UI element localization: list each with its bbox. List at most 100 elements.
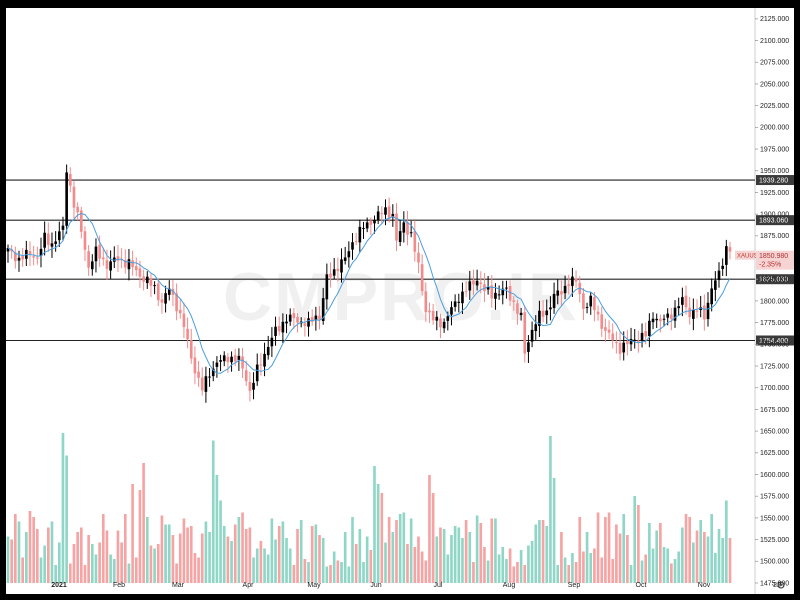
price-tick-label: 1475.000 xyxy=(760,580,789,587)
candle xyxy=(255,353,259,386)
candle-body xyxy=(629,338,633,345)
candle xyxy=(472,269,475,296)
candle xyxy=(142,269,145,291)
volume-bar xyxy=(681,527,684,583)
candle-body xyxy=(354,241,358,243)
candle-body xyxy=(175,293,178,312)
candle-body xyxy=(270,337,274,347)
candle xyxy=(318,306,321,330)
volume-bar xyxy=(369,550,373,583)
candle-body xyxy=(164,293,167,304)
candle-body xyxy=(607,329,611,333)
volume-bar xyxy=(538,520,541,583)
volume-bar xyxy=(142,463,145,583)
volume-bar xyxy=(46,527,50,583)
candle-body xyxy=(486,286,490,290)
candle-body xyxy=(171,288,175,296)
candle xyxy=(369,217,373,235)
candle xyxy=(417,242,420,274)
candle-body xyxy=(219,360,222,362)
candle xyxy=(329,262,332,288)
volume-bar xyxy=(98,542,101,583)
candle xyxy=(296,313,299,333)
volume-bar xyxy=(387,517,391,583)
chart-area[interactable]: CMPRO.IR 1939.280 1893.060 1825.030 1754.40… xyxy=(6,8,794,594)
price-axis[interactable]: 1475.000 1500.000 1525.000 1550.000 1575.000… xyxy=(755,16,789,587)
volume-bar xyxy=(578,517,582,583)
candle xyxy=(552,282,556,314)
volume-bar xyxy=(516,562,519,583)
candle xyxy=(94,238,98,273)
candle-body xyxy=(296,316,299,323)
candle-body xyxy=(94,246,98,262)
candle-body xyxy=(585,307,589,309)
candle xyxy=(237,348,241,371)
candle xyxy=(332,258,336,280)
candle-body xyxy=(61,225,65,230)
candle-body xyxy=(87,251,90,268)
candle-body xyxy=(373,220,376,224)
price-tick-label: 1800.000 xyxy=(760,298,789,305)
candle xyxy=(310,309,314,326)
candle-body xyxy=(292,313,296,319)
candle xyxy=(292,307,296,329)
candle-body xyxy=(530,329,534,342)
volume-bar xyxy=(644,554,648,583)
candle xyxy=(538,300,541,338)
candle-body xyxy=(391,213,395,217)
candle-body xyxy=(318,315,321,320)
candle-body xyxy=(461,291,464,304)
volume-bar xyxy=(76,532,79,583)
volume-bar xyxy=(417,536,420,583)
candle xyxy=(420,254,424,296)
candle-body xyxy=(472,280,475,285)
candle xyxy=(450,301,453,326)
candle xyxy=(248,371,252,402)
candle xyxy=(710,278,713,312)
volume-bar xyxy=(340,562,343,583)
candle-body xyxy=(145,276,149,284)
candle xyxy=(662,314,666,327)
candle xyxy=(50,232,54,258)
candle xyxy=(274,316,277,346)
price-tick-label: 1875.000 xyxy=(760,233,789,240)
volume-bar xyxy=(123,514,127,583)
time-axis[interactable]: 2021 Feb Mar Apr May Jun Jul Aug Sep Oct Nov 22 xyxy=(51,582,781,589)
candle xyxy=(534,315,538,340)
volume-bar xyxy=(571,553,574,583)
candle-body xyxy=(468,281,472,291)
last-price-tag xyxy=(756,250,794,270)
volume-bar xyxy=(472,562,475,583)
candle-body xyxy=(706,302,710,320)
candles xyxy=(6,164,732,403)
candle-body xyxy=(417,252,420,263)
xauusd-candlestick-chart[interactable]: CMPRO.IR 1939.2801893.0601825.0301754.40… xyxy=(6,8,794,594)
candle-body xyxy=(424,291,428,313)
candle-body xyxy=(574,278,578,282)
time-axis-label: Oct xyxy=(636,582,647,589)
volume-bar xyxy=(6,536,10,583)
candle-body xyxy=(259,364,263,366)
volume-bar xyxy=(424,560,428,583)
candle xyxy=(6,244,10,263)
candle xyxy=(560,280,563,306)
candle xyxy=(563,275,567,300)
candle-body xyxy=(464,291,468,293)
volume-bar xyxy=(497,554,501,583)
volume-bar xyxy=(640,560,644,583)
volume-bar xyxy=(420,551,424,583)
candle xyxy=(655,313,659,328)
candle xyxy=(32,245,35,266)
candle-body xyxy=(182,313,186,328)
volume-bar xyxy=(519,550,523,583)
candle xyxy=(530,321,534,348)
volume-bar xyxy=(156,544,160,583)
candle-body xyxy=(640,332,644,341)
candle-body xyxy=(197,371,200,378)
volume-bar xyxy=(552,478,556,583)
volume-bar xyxy=(468,532,472,583)
price-tick-label: 1775.000 xyxy=(760,320,789,327)
candle-body xyxy=(57,231,61,241)
gear-icon[interactable] xyxy=(777,581,785,589)
